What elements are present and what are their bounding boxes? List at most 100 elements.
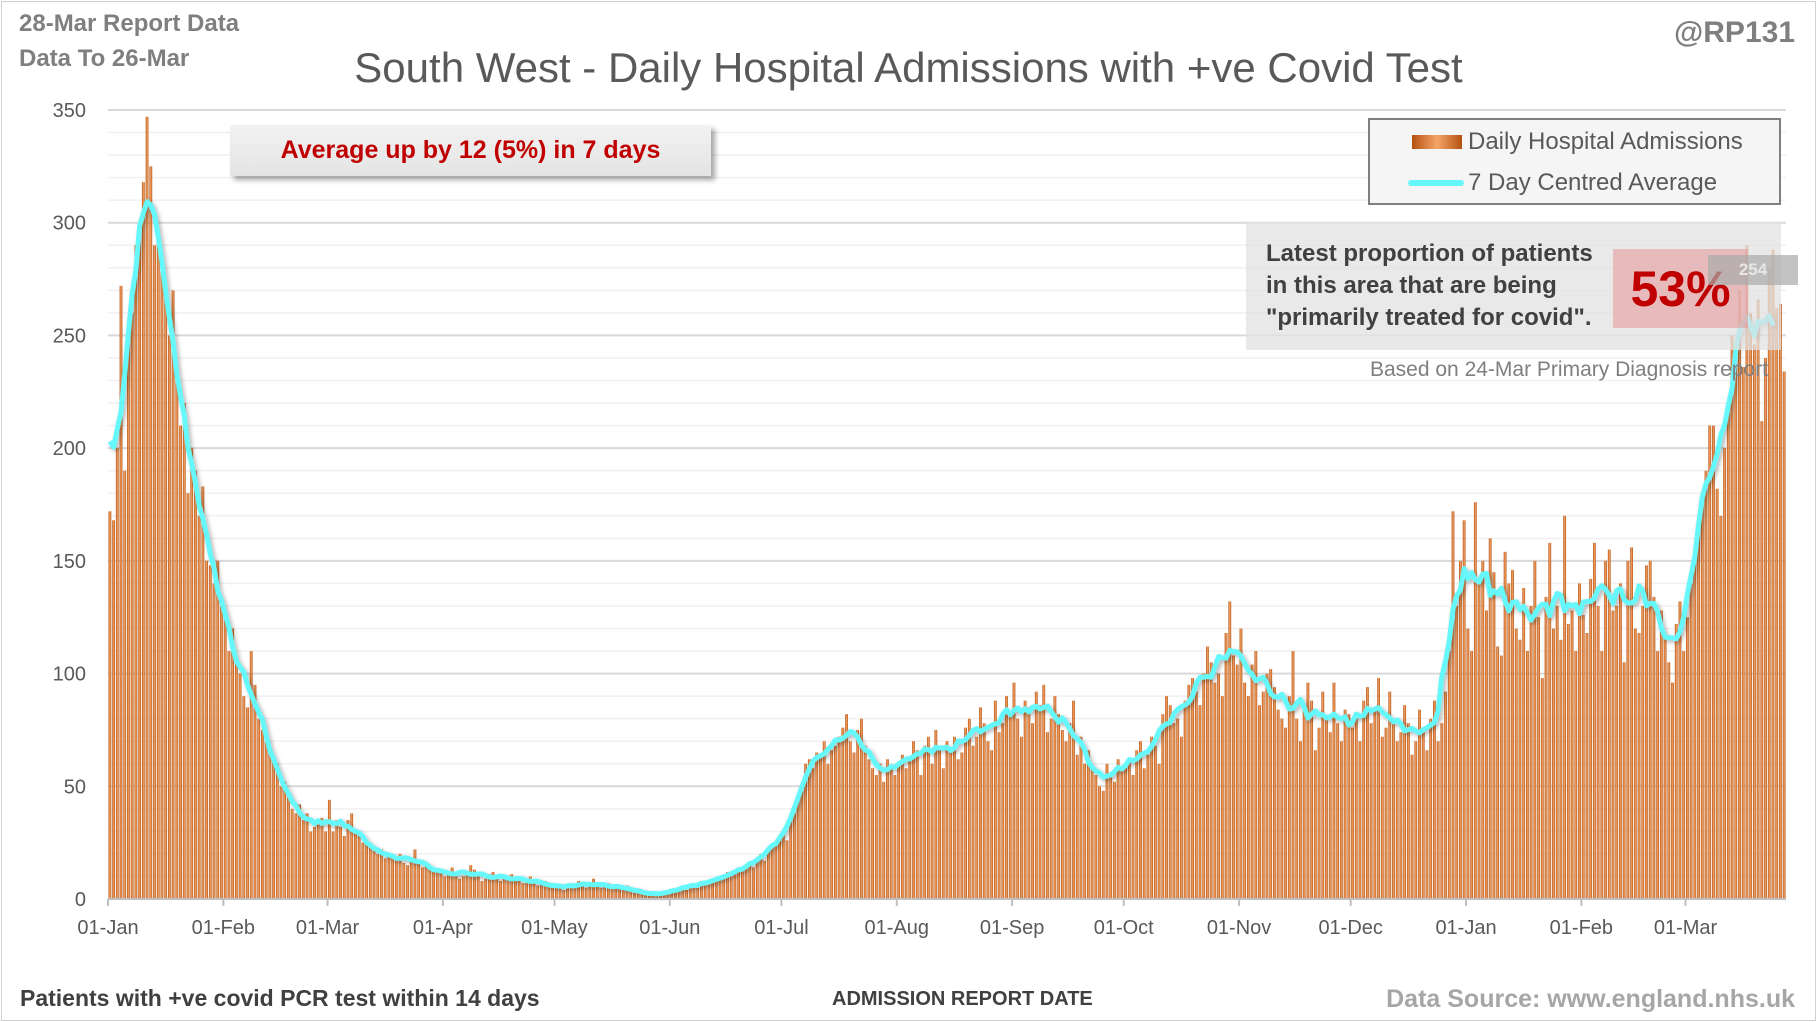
bar [1165, 696, 1168, 899]
bar [439, 871, 443, 899]
bar [1589, 578, 1593, 899]
latest-average-label: 254 [1708, 255, 1798, 285]
bar [1291, 651, 1295, 899]
bar [681, 885, 685, 899]
bar [327, 799, 331, 899]
bar [588, 883, 592, 899]
x-tick-label: 01-Jan [77, 917, 138, 939]
bar [960, 752, 964, 899]
legend-label-average: 7 Day Centred Average [1468, 169, 1718, 196]
bar [1421, 732, 1425, 899]
bar [1127, 759, 1131, 899]
x-tick-label: 01-Feb [1550, 917, 1613, 939]
bar [450, 867, 454, 899]
x-tick-label: 01-Nov [1207, 917, 1271, 939]
bar [1656, 651, 1660, 899]
bar [923, 745, 927, 899]
bar [272, 759, 275, 899]
bar [1663, 632, 1667, 899]
bar [1771, 249, 1775, 899]
bar [1053, 696, 1057, 899]
bar [350, 813, 354, 899]
bar [547, 883, 551, 899]
bar [1581, 614, 1585, 899]
bar [1083, 763, 1087, 899]
bar [558, 887, 562, 899]
bar [491, 871, 495, 899]
bar [108, 511, 112, 899]
bar [603, 885, 607, 899]
x-tick-label: 01-Jul [754, 917, 808, 939]
bar [1734, 357, 1738, 899]
bar [1105, 763, 1109, 899]
bar [1723, 448, 1727, 899]
bar [826, 763, 830, 899]
bar [335, 820, 339, 899]
bar [1563, 515, 1567, 899]
bar [1049, 718, 1053, 899]
bar [1098, 786, 1101, 899]
x-tick-label: 01-Oct [1094, 917, 1154, 939]
bar [1183, 700, 1187, 899]
bar [1023, 700, 1027, 899]
bar [1410, 754, 1414, 899]
bar [1671, 682, 1674, 899]
bar [1752, 344, 1756, 900]
bar [194, 470, 197, 899]
bar [1641, 605, 1645, 899]
bar [726, 871, 729, 899]
average-line [107, 199, 1776, 897]
bar [342, 835, 346, 899]
bar [398, 853, 402, 899]
bar [1693, 560, 1697, 899]
bar [1522, 587, 1526, 899]
bar [1645, 565, 1648, 899]
bar [1462, 520, 1466, 899]
bar [949, 750, 953, 899]
bar [543, 880, 547, 899]
bar [1552, 628, 1555, 899]
bar [1496, 646, 1500, 899]
legend-item-average: 7 Day Centred Average [1408, 169, 1717, 197]
bar [528, 876, 532, 899]
bar [1619, 583, 1622, 899]
bar [837, 736, 841, 899]
bar [1600, 651, 1604, 899]
bar [621, 889, 625, 899]
bar [1343, 709, 1347, 899]
bar [1388, 691, 1392, 899]
bar [417, 860, 421, 899]
bar [346, 820, 350, 899]
bar [231, 628, 235, 899]
bar [1228, 601, 1232, 899]
bar [1633, 628, 1637, 899]
bar [696, 887, 700, 899]
bar [354, 831, 357, 899]
bar [1284, 727, 1287, 899]
bar [1429, 718, 1433, 899]
bar [517, 880, 521, 899]
bar [919, 775, 923, 899]
bar [1369, 723, 1373, 899]
bar [1529, 605, 1533, 899]
bar [1485, 610, 1488, 899]
bar [1287, 696, 1291, 899]
bar [380, 849, 383, 899]
bar [625, 885, 629, 899]
bar [365, 840, 368, 899]
bar [629, 887, 633, 899]
bar [372, 849, 376, 899]
bar [1005, 696, 1008, 899]
bar [718, 876, 722, 899]
bar [402, 862, 406, 899]
bar [997, 732, 1001, 899]
bar [1470, 651, 1474, 899]
bar [123, 470, 127, 899]
bar [186, 493, 190, 899]
bar [1339, 741, 1343, 899]
bar [298, 804, 302, 899]
bar [1526, 651, 1529, 899]
bar [830, 750, 834, 899]
bar [1332, 682, 1336, 899]
bar [647, 894, 651, 899]
